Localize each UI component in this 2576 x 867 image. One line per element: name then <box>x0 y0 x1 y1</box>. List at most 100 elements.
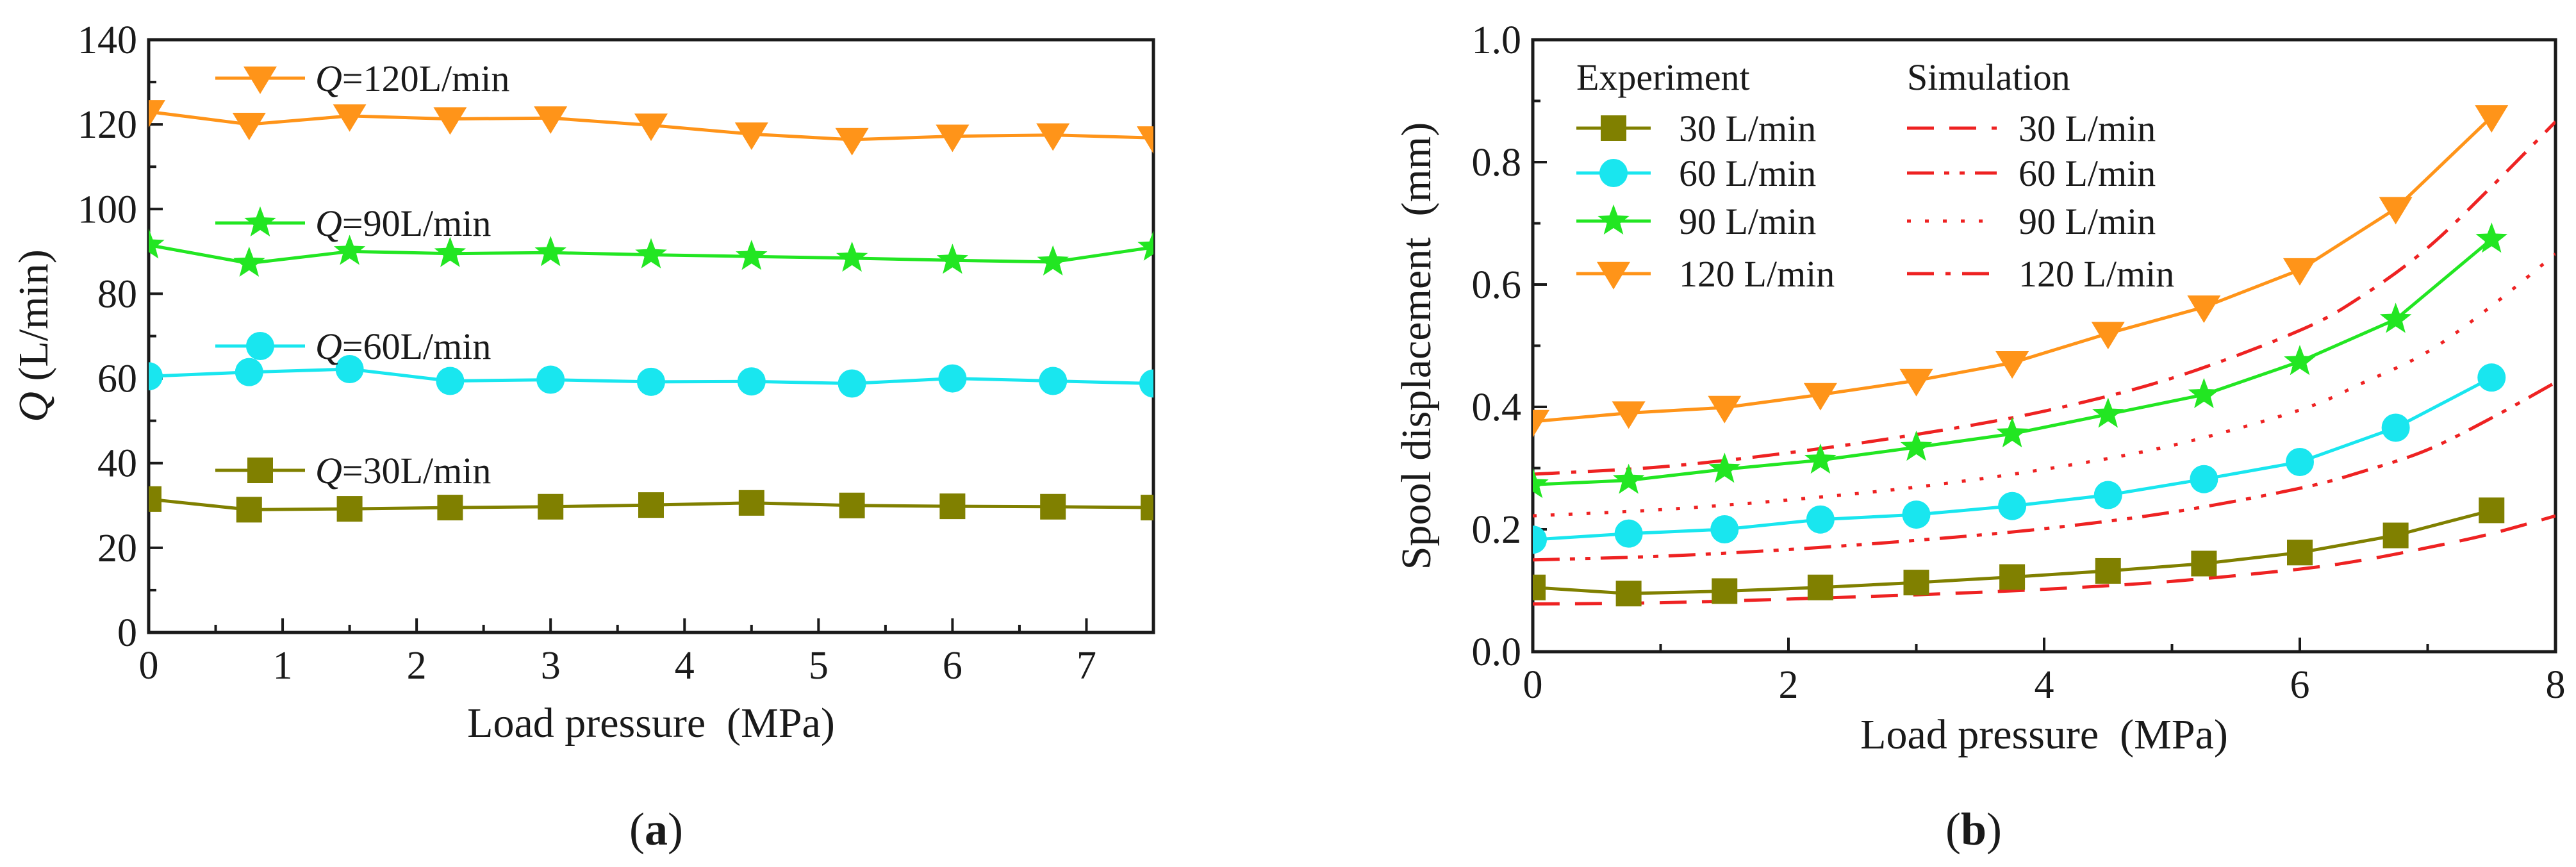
x-tick-label-b-2: 4 <box>2035 663 2054 707</box>
experiment-b-e90-point-10 <box>2475 222 2507 253</box>
legend-a-q120-label-value: =120L/min <box>342 58 509 99</box>
legend-a-q120-label: Q=120L/min <box>315 58 509 99</box>
panel-label-b: (b) <box>1945 804 2002 855</box>
experiment-b-e90-point-5 <box>1996 417 2028 448</box>
panel-label-b-letter: b <box>1961 804 1986 855</box>
series-a-q90-point-7 <box>836 241 868 272</box>
legend-b-experiment-e90: 90 L/min <box>1576 201 1816 242</box>
legend-b-experiment-e90-label: 90 L/min <box>1679 201 1816 242</box>
series-a-q120-point-9 <box>1036 123 1070 151</box>
experiment-b-e30-point-7 <box>2191 550 2217 577</box>
series-a-q60-point-9 <box>1039 367 1068 395</box>
legend-b-experiment-e60-label: 60 L/min <box>1679 153 1816 194</box>
y-tick-label-a-3: 60 <box>97 358 137 401</box>
experiment-b-e60-point-7 <box>2190 465 2218 493</box>
panel-label-a-open: ( <box>629 804 645 855</box>
experiment-b-e120-point-6 <box>2091 322 2125 350</box>
legend-a-q90-label-symbol: Q <box>315 202 342 244</box>
experiment-b-e90-point-6 <box>2092 397 2124 428</box>
tick-marks-a <box>147 38 1088 634</box>
series-a-q30-point-1 <box>236 497 262 523</box>
series-a-q120-point-8 <box>936 124 970 153</box>
legend-a-q60-label: Q=60L/min <box>315 326 491 367</box>
experiment-b-e60-point-2 <box>1710 515 1739 543</box>
experiment-b-e120-point-5 <box>1995 351 2029 379</box>
panel-label-b-open: ( <box>1945 804 1961 855</box>
y-tick-label-a-6: 120 <box>78 103 137 147</box>
simulation-b-s60 <box>1533 381 2555 562</box>
series-a-q90-point-4 <box>534 236 566 267</box>
legend-a-q30-label-symbol: Q <box>315 450 342 491</box>
experiment-b-e60-point-0 <box>1533 525 1547 554</box>
series-a-q90-point-6 <box>736 240 768 270</box>
legend-a-q30: Q=30L/min <box>215 450 491 491</box>
x-tick-label-b-0: 0 <box>1523 663 1543 707</box>
series-a-q30-point-0 <box>149 486 161 512</box>
series-a-q90-point-3 <box>434 236 466 267</box>
series-a-q90 <box>149 228 1153 277</box>
y-tick-label-a-5: 100 <box>78 188 137 231</box>
legend-a-q90-label-value: =90L/min <box>342 202 491 244</box>
experiment-b-e60 <box>1533 363 2506 554</box>
experiment-b-e30-point-10 <box>2479 497 2505 524</box>
legend-a-q30-label-value: =30L/min <box>342 450 491 491</box>
series-a-q30-point-4 <box>538 493 564 520</box>
series-a-q60-point-8 <box>938 364 967 393</box>
y-tick-label-b-5: 1.0 <box>1472 19 1522 62</box>
series-a-q60-point-6 <box>737 367 766 396</box>
legend-a-q90: Q=90L/min <box>215 202 491 244</box>
legend-b-experiment-e30: 30 L/min <box>1576 108 1816 149</box>
x-tick-label-a-2: 2 <box>407 644 427 688</box>
y-tick-label-b-2: 0.4 <box>1472 386 1522 429</box>
legend-b-experiment-e30-swatch-point-0 <box>1601 115 1626 141</box>
series-a-q120-point-1 <box>232 112 266 140</box>
experiment-b-e30-point-9 <box>2382 522 2409 549</box>
x-tick-label-b-1: 2 <box>1779 663 1799 707</box>
experiment-b-e30-point-1 <box>1615 581 1642 607</box>
experiment-b-e120-point-7 <box>2187 295 2221 324</box>
legend-a-q60-label-value: =60L/min <box>342 326 491 367</box>
panel-label-a-close: ) <box>668 804 683 855</box>
legend-a-q120-label-symbol: Q <box>315 58 342 99</box>
experiment-b-e60-point-6 <box>2093 481 2122 509</box>
series-a-q120-point-3 <box>433 107 467 135</box>
tick-labels-a: 0 1 2 3 4 5 6 7 0 20 40 60 80 100 120 140 <box>78 19 1096 688</box>
y-tick-label-b-0: 0.0 <box>1472 631 1522 674</box>
y-tick-label-b-1: 0.2 <box>1472 508 1522 552</box>
experiment-b-e120-point-4 <box>1899 368 1933 397</box>
series-a-q120-point-0 <box>149 100 165 128</box>
experiment-b-e90-point-3 <box>1804 443 1837 474</box>
series-group-b <box>1533 105 2555 607</box>
y-tick-label-a-7: 140 <box>78 19 137 62</box>
experiment-b-e60-point-1 <box>1614 519 1643 548</box>
series-a-q30-point-5 <box>638 492 664 518</box>
experiment-b-e120-point-1 <box>1612 401 1646 429</box>
experiment-b-e60-point-10 <box>2477 363 2506 392</box>
series-a-q30-point-9 <box>1040 493 1066 520</box>
series-a-q90-point-10 <box>1137 230 1153 261</box>
series-a-q60-point-3 <box>436 367 465 395</box>
experiment-b-e90-point-2 <box>1708 452 1740 483</box>
experiment-b-e60-point-3 <box>1806 505 1835 534</box>
experiment-b-e90-point-1 <box>1612 463 1645 494</box>
experiment-b-e30-point-8 <box>2287 540 2313 566</box>
series-a-q60-point-1 <box>235 358 263 386</box>
y-axis-title-b: Spool displacement (mm) <box>1393 122 1440 570</box>
legend-a-q30-swatch-point-0 <box>247 458 273 483</box>
legend-b-simulation-s60-label: 60 L/min <box>2019 153 2156 194</box>
y-tick-label-a-2: 40 <box>97 442 137 486</box>
experiment-b-e90 <box>1533 222 2507 499</box>
legend-a-q30-label: Q=30L/min <box>315 450 491 491</box>
y-axis-title-a-unit: (L/min) <box>10 249 57 392</box>
series-a-q30 <box>149 486 1153 523</box>
experiment-b-e60-point-9 <box>2381 413 2410 442</box>
y-tick-label-b-3: 0.6 <box>1472 263 1522 307</box>
chart-panel-b: 0 2 4 6 8 0.0 0.2 0.4 0.6 0.8 1.0 Experiment Simula… <box>1393 19 2566 855</box>
x-tick-label-b-3: 6 <box>2290 663 2310 707</box>
experiment-b-e30-point-2 <box>1712 578 1738 604</box>
series-a-q30-point-8 <box>939 493 966 520</box>
series-a-q120 <box>149 100 1153 156</box>
